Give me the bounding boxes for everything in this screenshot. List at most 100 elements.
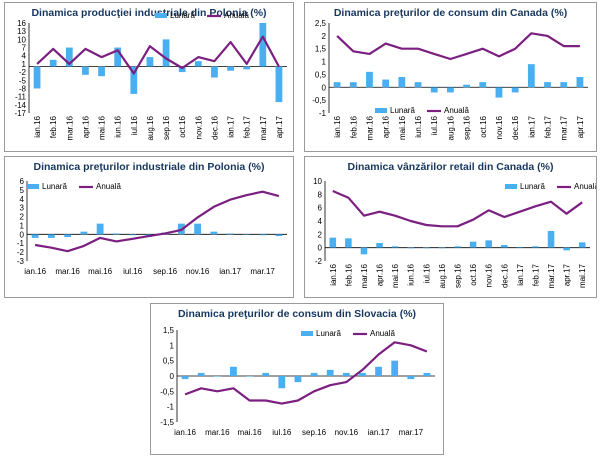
y-tick-label: -14 (14, 101, 26, 110)
bar-lunara-aug-16 (294, 376, 302, 383)
x-tick-label: oct.16 (469, 263, 478, 285)
y-tick-label: 0 (170, 372, 175, 381)
bar-lunara-apr-17 (423, 372, 431, 376)
x-tick-label: oct.16 (479, 115, 488, 137)
line-anuala (34, 190, 280, 253)
bar-lunara-dec-16 (211, 66, 218, 78)
legend-label-lunara: Lunară (42, 182, 67, 191)
legend-swatch-lunara (505, 184, 517, 189)
x-tick-label: ian.17 (219, 267, 241, 276)
y-tick-label: -1 (167, 403, 175, 412)
y-tick-label: 2 (20, 213, 25, 222)
bar-lunara-iul-16 (130, 66, 138, 94)
bar-lunara-iul-16 (278, 376, 286, 389)
bar-lunara-mar-16 (65, 47, 73, 67)
legend: Lunară Anuală (505, 182, 596, 191)
x-tick-label: nov.16 (495, 115, 504, 139)
y-tick-label: 2 (318, 230, 323, 239)
bar-lunara-feb-16 (197, 372, 205, 376)
legend: Lunară Anuală (155, 11, 249, 20)
bar-lunara-mar-17 (259, 234, 267, 236)
chart-svg: Dinamica vânzărilor retail din Canada (%… (313, 161, 596, 288)
x-tick-label: oct.16 (178, 115, 187, 137)
legend-label-lunara: Lunară (390, 106, 415, 115)
legend-label-lunara: Lunară (520, 182, 545, 191)
y-tick-label: 4 (22, 52, 27, 61)
x-tick-label: ian.16 (333, 115, 342, 137)
chart-title: Dinamica preţurilor de consum din Canada… (334, 7, 567, 19)
y-tick-label: 1 (20, 221, 25, 230)
bar-lunara-aug-16 (146, 57, 154, 67)
line-anuala (336, 32, 580, 61)
x-tick-label: dec.16 (210, 115, 219, 140)
bar-lunara-aug-16 (438, 247, 446, 249)
x-tick-label: mar.16 (365, 115, 374, 140)
y-tick-label: 0 (322, 83, 327, 92)
bar-lunara-apr-17 (275, 234, 283, 237)
x-tick-label: nov.16 (335, 428, 359, 437)
y-tick-label: -0,5 (160, 387, 174, 396)
bar-lunara-nov-16 (194, 223, 202, 235)
x-tick-label: ian.16 (33, 115, 42, 137)
y-tick-label: 10 (313, 177, 322, 186)
bar-lunara-apr-17 (275, 66, 283, 103)
y-tick-label: 0,5 (315, 70, 327, 79)
bar-lunara-ian-17 (226, 233, 234, 235)
x-tick-label: mar.17 (250, 267, 275, 276)
line-anuala (332, 189, 583, 228)
y-tick-label: 1 (170, 341, 175, 350)
chart-panel-industrial-production-poland: Dinamica producţiei industriale din Polo… (4, 2, 294, 152)
bar-lunara-mai-16 (246, 376, 253, 377)
x-tick-label: nov.16 (186, 267, 210, 276)
y-tick-label: -8 (19, 84, 27, 93)
y-tick-label: 6 (318, 204, 323, 213)
bar-lunara-ian-16 (33, 66, 41, 89)
y-tick-label: 8 (318, 190, 323, 199)
y-tick-label: -0,5 (312, 96, 326, 105)
bar-lunara-mai-16 (398, 77, 406, 88)
chart-title: Dinamica preţurilor de consum din Slovac… (178, 308, 416, 320)
x-tick-label: mai.16 (238, 428, 263, 437)
legend: Lunară Anuală (375, 106, 469, 115)
chart-title: Dinamica vânzărilor retail din Canada (%… (348, 161, 554, 173)
y-tick-label: 0 (318, 244, 323, 253)
bar-lunara-mar-17 (259, 23, 267, 67)
x-tick-label: mai.17 (578, 263, 587, 288)
x-tick-label: mai.16 (88, 267, 113, 276)
y-tick-label: 0,5 (163, 357, 175, 366)
bar-lunara-iul-16 (423, 247, 430, 249)
x-tick-label: apr.17 (576, 115, 585, 138)
y-tick-label: -5 (19, 76, 27, 85)
bar-lunara-feb-17 (391, 360, 399, 376)
bar-lunara-feb-16 (345, 238, 352, 248)
x-tick-label: ian.17 (527, 115, 536, 137)
y-tick-label: -1 (17, 239, 25, 248)
legend-label-anuala: Anuală (444, 106, 469, 115)
y-tick-label: -1,5 (160, 418, 174, 427)
bar-lunara-mai-16 (98, 66, 105, 77)
chart-panel-retail-sales-canada: Dinamica vânzărilor retail din Canada (%… (304, 156, 597, 298)
bar-lunara-iun-16 (114, 47, 122, 67)
y-tick-label: 5 (20, 186, 25, 195)
legend-label-lunara: Lunară (316, 329, 341, 338)
y-tick-label: -17 (14, 109, 26, 118)
y-tick-label: 7 (22, 44, 27, 53)
x-tick-label: feb.16 (344, 263, 353, 286)
bar-lunara-dec-16 (511, 87, 519, 93)
y-tick-label: 1 (322, 58, 327, 67)
y-tick-label: 1 (22, 60, 27, 69)
x-tick-label: ian.16 (24, 267, 46, 276)
x-tick-label: iul.16 (130, 115, 139, 135)
x-tick-label: mar.17 (259, 115, 268, 140)
y-tick-label: 3 (20, 204, 25, 213)
bar-lunara-apr-16 (80, 231, 88, 235)
bar-lunara-ian-16 (329, 237, 337, 248)
y-tick-label: -3 (17, 257, 25, 266)
chart-svg: Dinamica preţurilor de consum din Canada… (312, 7, 588, 140)
line-anuala (184, 341, 428, 405)
legend-swatch-lunara (27, 184, 39, 189)
bar-lunara-mar-16 (64, 234, 72, 237)
bar-lunara-mar-16 (360, 247, 368, 255)
x-tick-label: mar.17 (547, 263, 556, 288)
x-tick-label: feb.16 (49, 115, 58, 138)
